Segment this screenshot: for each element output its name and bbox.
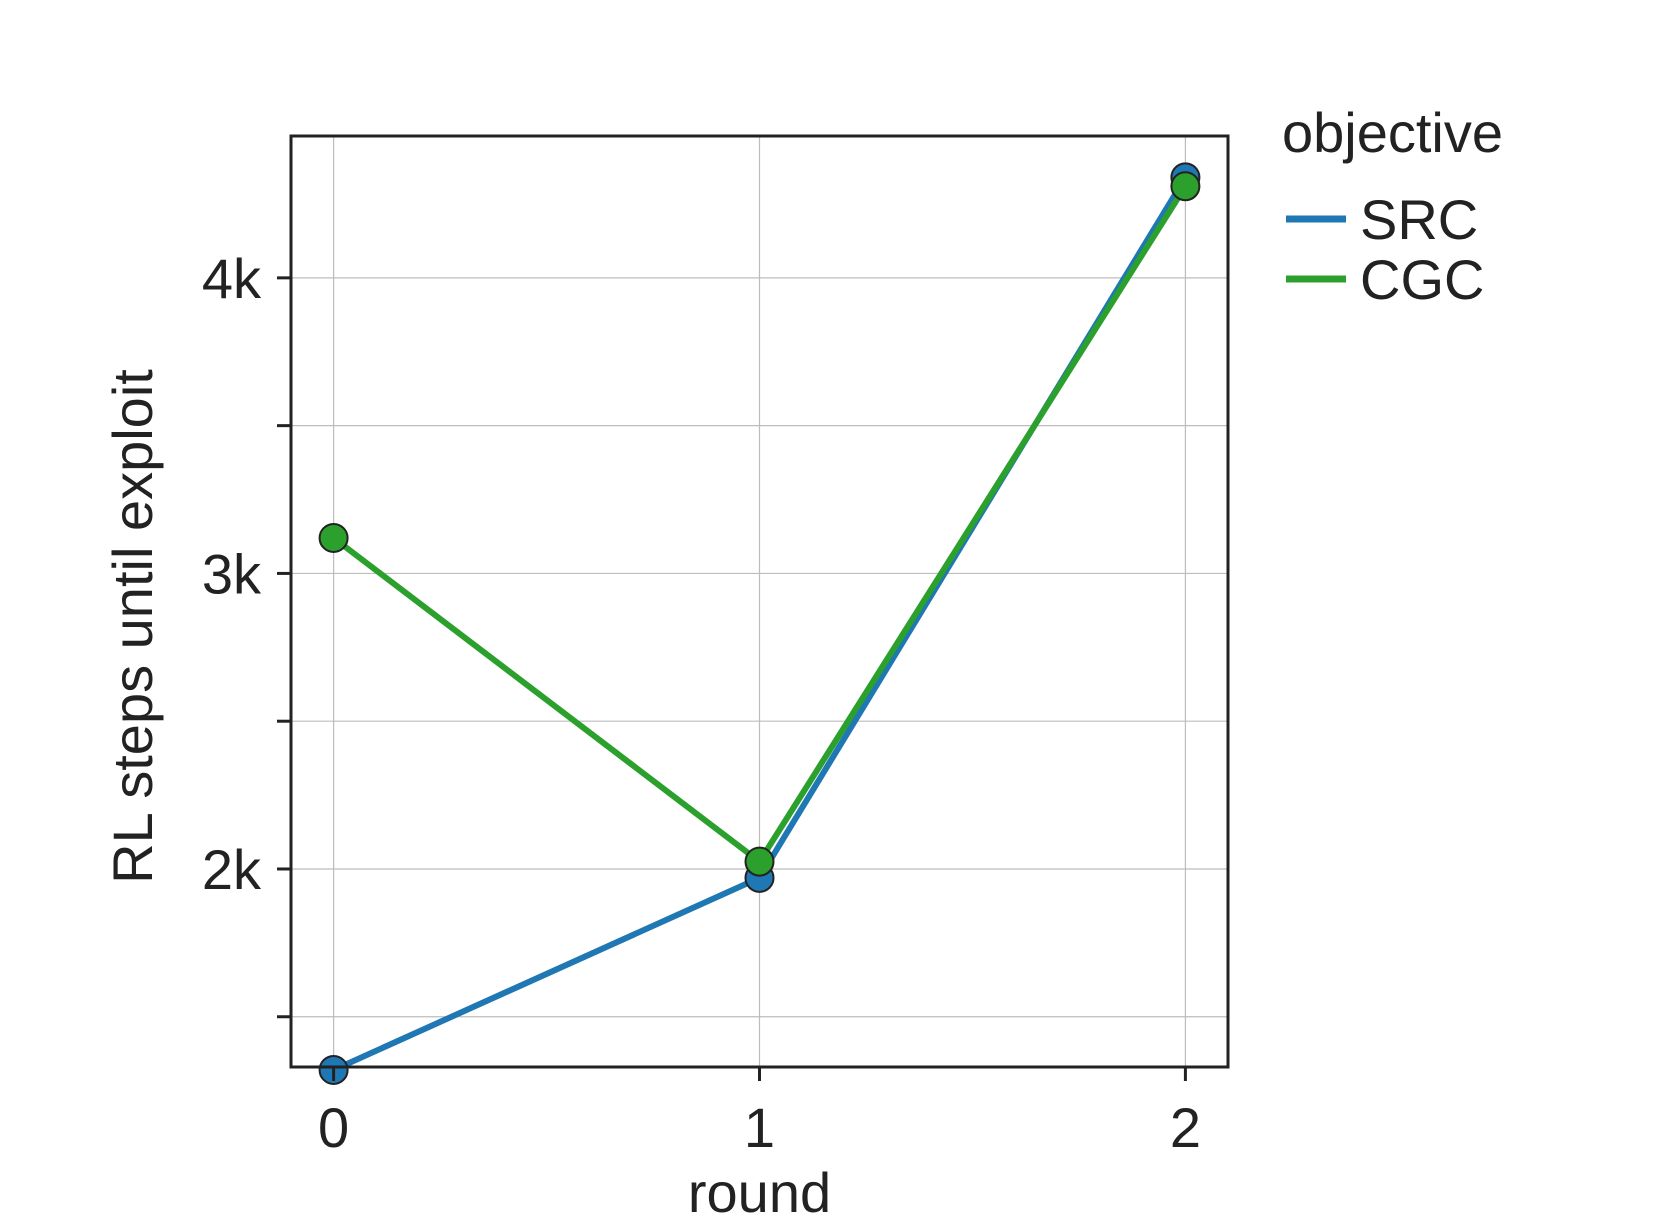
y-tick-label: 2k <box>202 838 262 901</box>
point-cgc <box>1170 171 1201 202</box>
point-cgc <box>318 522 349 553</box>
legend-title: objective <box>1282 101 1503 164</box>
legend-label-src: SRC <box>1360 188 1478 251</box>
point-cgc <box>744 846 775 877</box>
y-axis-label: RL steps until exploit <box>101 369 164 884</box>
y-tick-label: 3k <box>202 542 262 605</box>
x-tick-label: 2 <box>1170 1096 1201 1159</box>
x-tick-label: 0 <box>318 1096 349 1159</box>
legend-label-cgc: CGC <box>1360 248 1484 311</box>
y-tick-label: 4k <box>202 247 262 310</box>
grid-lines <box>291 136 1228 1067</box>
x-tick-label: 1 <box>744 1096 775 1159</box>
x-axis-label: round <box>688 1161 831 1218</box>
axis-ticks: 0 1 2 2k 3k 4k <box>202 247 1201 1159</box>
